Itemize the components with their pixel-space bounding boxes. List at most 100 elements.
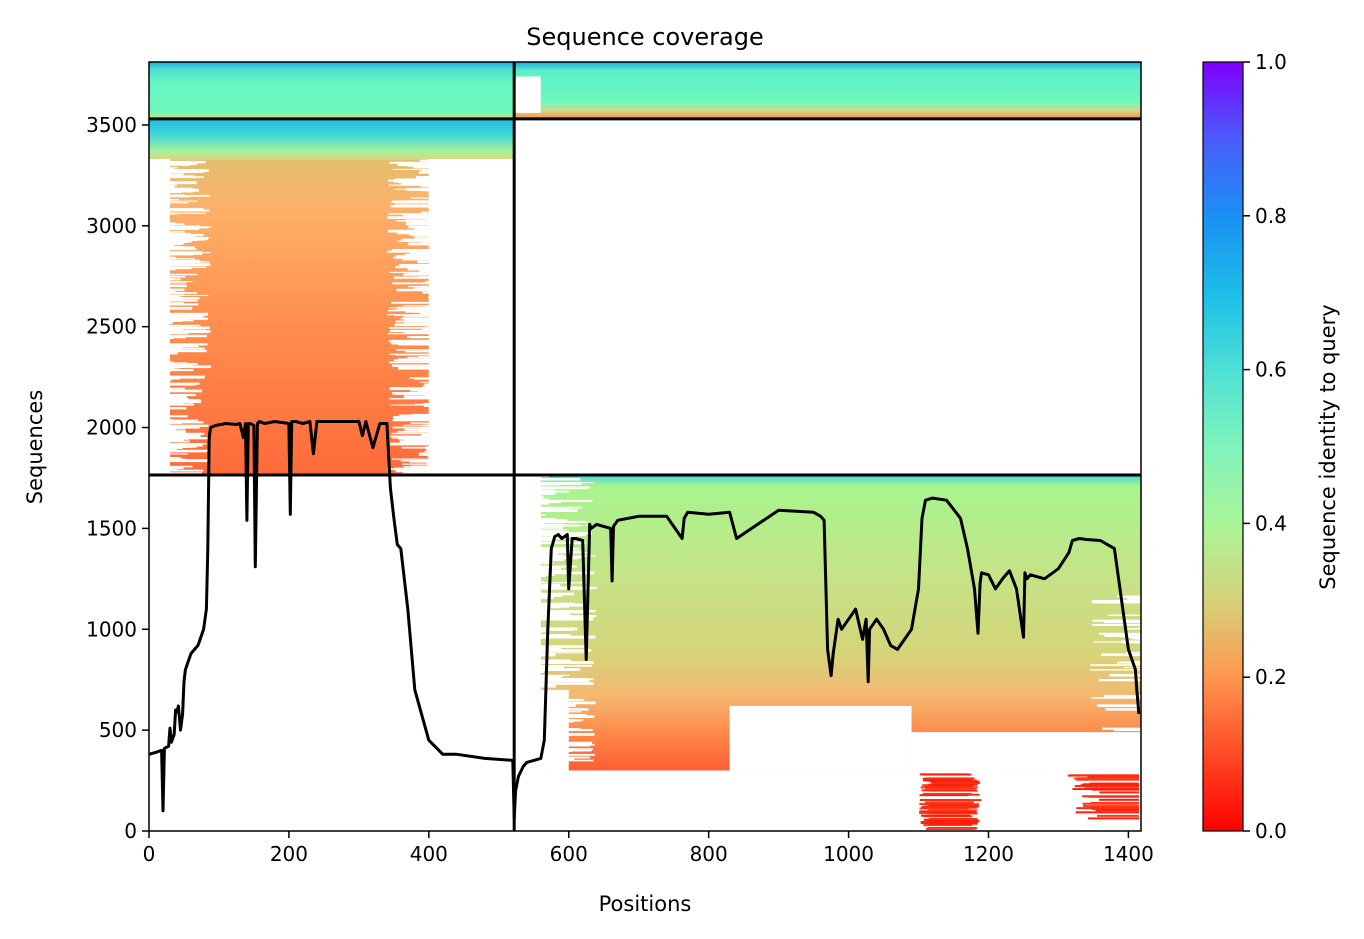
coverage-gap [1127,628,1141,630]
coverage-gap [427,289,429,293]
coverage-gap [169,439,184,441]
coverage-gap [414,403,429,406]
coverage-gap [169,426,200,429]
coverage-line [149,420,1141,821]
coverage-gap [402,258,429,261]
coverage-streak [924,801,974,804]
coverage-gap [393,417,429,420]
coverage-gap [169,240,193,243]
coverage-gap [417,260,429,264]
coverage-gap [169,364,192,366]
coverage-gap [414,378,429,380]
coverage-gap [540,664,592,667]
coverage-streak [922,773,972,776]
coverage-gap [413,165,429,169]
plot-area [149,62,1141,831]
coverage-gap [389,161,429,164]
coverage-streak [922,792,972,795]
colorbar-ticks: 0.0 0.2 0.4 0.6 0.8 1.0 [1243,50,1287,843]
coverage-gap [416,176,429,179]
coverage-gap [397,430,429,433]
coverage-gap [540,520,588,523]
y-axis-label: Sequences [23,390,47,505]
coverage-gap [410,197,429,199]
coverage-gap [169,278,181,281]
coverage-gap [540,675,563,678]
coverage-gap [169,194,210,197]
coverage-gap [410,422,429,424]
coverage-streak [1089,782,1139,785]
coverage-gap [1116,595,1141,598]
coverage-gap [169,400,181,403]
coverage-gap [393,359,429,362]
coverage-gap [169,226,182,230]
coverage-gap [169,288,185,291]
coverage-gap [387,468,429,471]
coverage-gap [1123,667,1141,669]
x-tick-label: 600 [550,842,588,866]
coverage-streak [928,783,978,786]
coverage-gap [540,529,567,531]
coverage-gap [169,419,173,421]
coverage-gap [169,256,176,260]
coverage-gap [514,770,1141,831]
coverage-gap [401,182,429,186]
coverage-streak [928,809,978,812]
coverage-gap [169,296,178,299]
coverage-gap [540,531,569,533]
coverage-gap [169,448,177,451]
coverage-gap [540,573,555,576]
coverage-gap [169,235,195,239]
coverage-gap [169,467,184,470]
coverage-streak [1091,788,1139,791]
coverage-gap [540,541,587,545]
coverage-gap [391,364,429,367]
coverage-gap [169,375,205,379]
coverage-gap [540,597,554,599]
x-axis-label: Positions [599,892,692,916]
coverage-gap [407,164,429,167]
coverage-gap [428,159,515,475]
coverage-gap [423,402,429,406]
coverage-gap [410,252,429,255]
coverage-gap [169,312,208,316]
coverage-gap [421,433,429,436]
coverage-gap [422,385,429,389]
coverage-gap [169,389,203,393]
coverage-gap [1090,664,1141,666]
coverage-gap [169,326,210,330]
coverage-gap [169,241,185,245]
coverage-gap [389,329,429,333]
coverage-gap [169,294,209,296]
coverage-gap [391,458,429,460]
y-axis: 0 500 1000 1500 2000 2500 3000 3500 [86,113,149,843]
coverage-gap [540,603,581,607]
coverage-gap [169,262,173,265]
coverage-gap [408,225,429,229]
coverage-gap [540,674,570,677]
coverage-gap [540,611,584,614]
coverage-gap [390,205,429,208]
coverage-block [149,118,515,160]
coverage-gap [422,228,429,232]
x-tick-label: 0 [143,842,156,866]
coverage-gap [423,220,429,223]
coverage-gap [169,440,191,443]
coverage-gap [400,317,429,320]
coverage-gap [420,381,429,383]
coverage-gap [395,349,429,351]
coverage-gap [169,349,207,353]
coverage-gap [418,276,429,279]
coverage-gap [391,339,429,341]
coverage-gap [389,387,429,391]
coverage-gap [169,352,178,355]
coverage-gap [169,181,197,185]
coverage-gap [1102,727,1141,730]
coverage-gap [169,223,185,226]
coverage-gap [1104,694,1141,698]
coverage-gap [169,202,189,204]
y-tick-label: 3500 [86,113,137,137]
coverage-gap [404,254,429,257]
coverage-gap [398,264,429,266]
coverage-gap [540,560,552,563]
